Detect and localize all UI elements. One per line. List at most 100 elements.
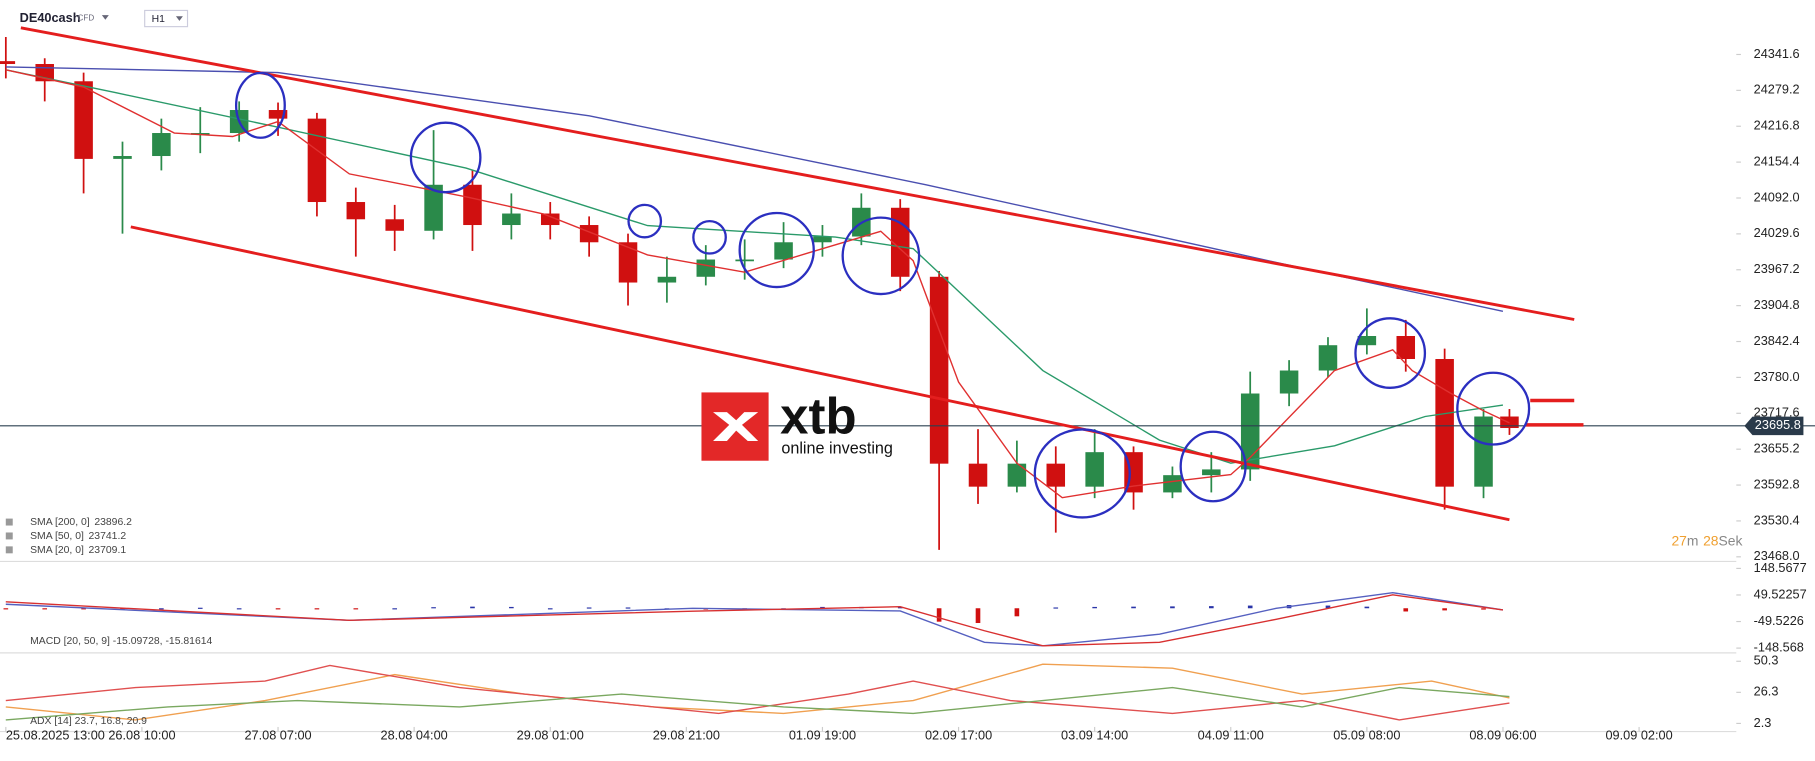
- symbol[interactable]: DE40cash: [20, 10, 81, 25]
- histogram-bar: [236, 608, 242, 610]
- countdown-seconds-unit: Sek: [1719, 532, 1743, 548]
- y-tick-label: 50.3: [1754, 653, 1779, 668]
- plot-area: 24341.6 24279.2 24216.8 24154.4 24092.0 24029…: [0, 36, 1815, 743]
- candle-body: [540, 213, 560, 226]
- histogram-bar: [975, 608, 981, 624]
- y-tick-label: 24092.0: [1754, 189, 1800, 204]
- indicator-line: [5, 686, 1510, 721]
- candle-body: [929, 276, 949, 464]
- circle[interactable]: [409, 121, 482, 194]
- candle-body: [1396, 336, 1416, 360]
- indicator-legend: MACD [20, 50, 9] -15.09728, -15.81614: [30, 636, 212, 647]
- histogram-bar: [936, 608, 942, 622]
- candle-body: [1240, 393, 1260, 470]
- histogram-bar: [3, 608, 9, 610]
- histogram-bar: [159, 608, 164, 610]
- circle[interactable]: [1179, 430, 1247, 503]
- y-tick-label: 23717.6: [1754, 405, 1800, 420]
- candle-body: [113, 156, 132, 159]
- histogram-bar: [547, 608, 553, 610]
- legend-entry[interactable]: SMA [50, 0] 23741.2: [30, 531, 126, 542]
- legend-value: 23709.1: [89, 545, 127, 556]
- timeframe-dropdown[interactable]: [175, 16, 183, 21]
- countdown-seconds: 28: [1703, 532, 1719, 548]
- candle-body: [463, 184, 482, 226]
- y-tick-label: 24154.4: [1754, 153, 1800, 168]
- candle-body: [968, 463, 988, 487]
- legend-entry[interactable]: SMA [20, 0] 23709.1: [30, 545, 126, 556]
- histogram-bar: [1481, 608, 1486, 610]
- candle-body: [618, 242, 638, 283]
- y-tick-label: 49.52257: [1754, 586, 1807, 601]
- histogram-bar: [1247, 605, 1253, 609]
- candle-body: [1357, 336, 1377, 346]
- y-tick-label: 23904.8: [1754, 297, 1800, 312]
- x-tick-label: 05.09 08:00: [1333, 728, 1400, 743]
- candle-body: [0, 61, 16, 65]
- histogram-bar: [353, 608, 359, 610]
- candle-body: [152, 133, 171, 157]
- circle[interactable]: [1456, 371, 1531, 446]
- histogram-bar: [431, 607, 436, 609]
- candle-body: [1279, 370, 1299, 394]
- countdown-minutes-unit: m: [1687, 532, 1699, 548]
- circle[interactable]: [1033, 428, 1131, 519]
- trendline-lower[interactable]: [130, 225, 1510, 522]
- logo-mark: [713, 412, 759, 442]
- histogram-bar: [625, 607, 631, 609]
- y-tick-label: 24216.8: [1754, 118, 1800, 133]
- indicator-line: [5, 69, 1510, 499]
- x-tick-label: 01.09 19:00: [789, 728, 856, 743]
- timeframe-box[interactable]: [144, 9, 189, 28]
- legend-name: SMA [20, 0]: [30, 545, 84, 556]
- symbol-dropdown[interactable]: [101, 15, 109, 20]
- histogram-bar: [586, 607, 592, 609]
- histogram-bar: [275, 608, 281, 610]
- x-tick-label: 29.08 21:00: [653, 728, 720, 743]
- histogram-bar: [1053, 607, 1059, 609]
- y-tick-label: 23967.2: [1754, 261, 1800, 276]
- candle-body: [1007, 463, 1027, 487]
- histogram-bar: [392, 608, 398, 610]
- candle-body: [1435, 359, 1454, 487]
- trendline-upper[interactable]: [20, 26, 1575, 321]
- candle-body: [1163, 475, 1182, 493]
- histogram-bar: [197, 607, 203, 609]
- logo-tagline: online investing: [781, 439, 893, 457]
- y-tick-label: -148.568: [1754, 639, 1804, 654]
- legend-icon: [5, 518, 13, 526]
- histogram-bar: [1209, 606, 1214, 609]
- candle-body: [1085, 452, 1104, 487]
- circle[interactable]: [841, 216, 921, 296]
- candle-body: [696, 259, 716, 277]
- y-tick-label: 2.3: [1754, 715, 1772, 730]
- candle-body: [774, 242, 793, 260]
- legend-entry[interactable]: SMA [200, 0] 23896.2: [30, 517, 132, 528]
- candle-body: [735, 259, 754, 262]
- y-tick-label: 23530.4: [1754, 512, 1800, 527]
- timeframe[interactable]: H1: [152, 14, 166, 25]
- histogram-bar: [1170, 606, 1175, 609]
- candle-body: [385, 219, 404, 231]
- circles: [234, 71, 1531, 519]
- legend-name: SMA [200, 0]: [30, 517, 90, 528]
- circle[interactable]: [738, 211, 815, 289]
- histogram-bar: [820, 606, 825, 609]
- legend-value: 23896.2: [94, 517, 132, 528]
- y-tick-label: 23655.2: [1754, 441, 1800, 456]
- circle[interactable]: [234, 71, 286, 139]
- histogram-bar: [314, 608, 320, 610]
- circle[interactable]: [627, 203, 663, 239]
- circle[interactable]: [1354, 317, 1427, 389]
- legend-value: 23741.2: [89, 531, 127, 542]
- countdown-minutes: 27: [1671, 532, 1687, 548]
- candle-body: [268, 110, 288, 119]
- circle[interactable]: [692, 219, 727, 255]
- candle-body: [307, 118, 327, 203]
- logo-brand: xtb: [780, 388, 856, 445]
- histogram-bar: [81, 608, 86, 610]
- candle-body: [1474, 416, 1493, 487]
